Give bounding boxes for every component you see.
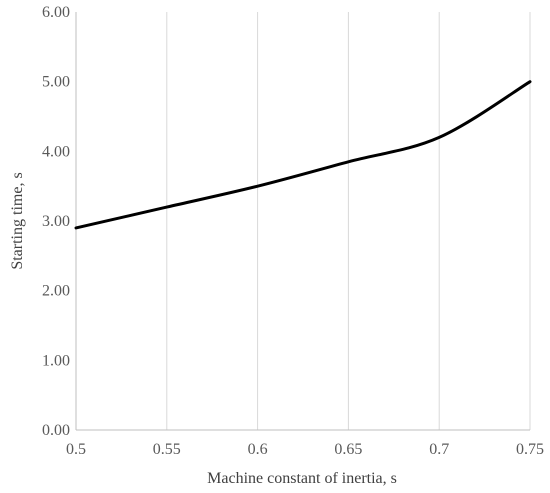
y-tick-label: 1.00	[42, 352, 70, 369]
y-tick-label: 5.00	[42, 74, 70, 91]
y-tick-label: 6.00	[42, 4, 70, 21]
axes	[75, 12, 531, 431]
y-tick-label: 4.00	[42, 143, 70, 160]
x-tick-label: 0.75	[516, 441, 544, 458]
x-tick-label: 0.6	[248, 441, 268, 458]
series-line-0	[74, 80, 532, 230]
x-tick-label: 0.5	[66, 441, 86, 458]
gridlines	[166, 12, 440, 430]
x-tick-label: 0.55	[153, 441, 181, 458]
x-tick-label: 0.65	[334, 441, 362, 458]
y-tick-label: 3.00	[42, 213, 70, 230]
y-tick-label: 2.00	[42, 283, 70, 300]
y-tick-labels: 0.00 1.00 2.00 3.00 4.00 5.00 6.00	[42, 4, 70, 439]
series-lines	[74, 80, 532, 230]
x-tick-labels: 0.5 0.55 0.6 0.65 0.7 0.75	[66, 441, 544, 458]
x-axis-title: Machine constant of inertia, s	[207, 470, 397, 487]
x-tick-label: 0.7	[429, 441, 449, 458]
y-tick-label: 0.00	[42, 422, 70, 439]
y-axis-title: Starting time, s	[9, 172, 26, 269]
